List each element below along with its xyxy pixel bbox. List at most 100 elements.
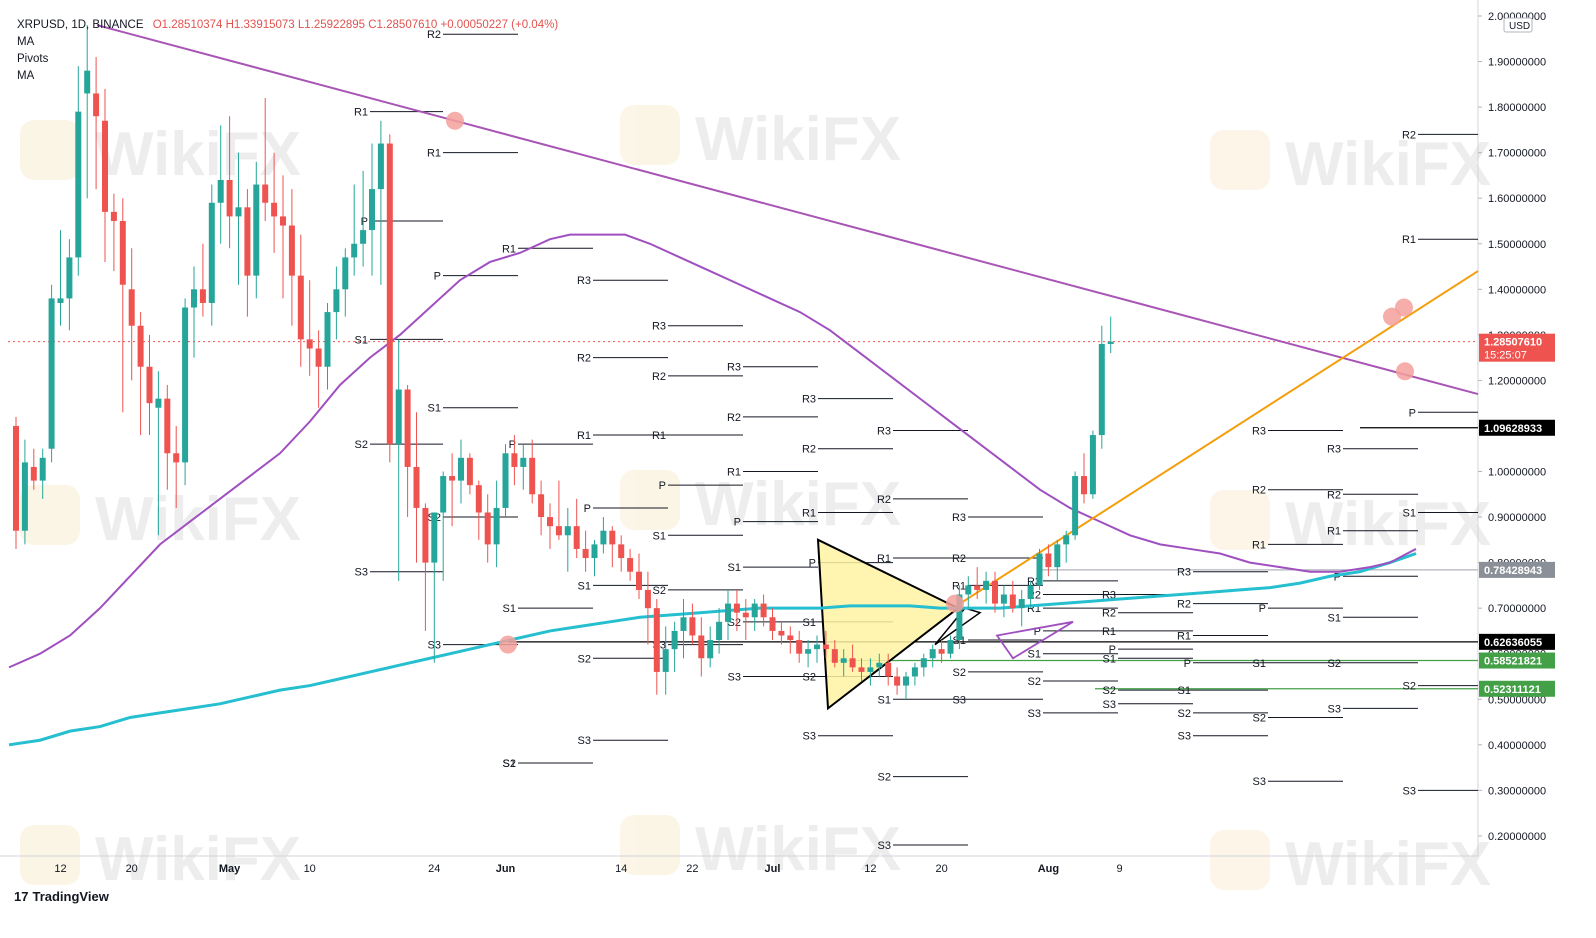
candle bbox=[805, 640, 812, 668]
pivot-label: R2 bbox=[952, 553, 966, 565]
candle bbox=[431, 512, 438, 663]
tradingview-logo[interactable]: 17 TradingView bbox=[14, 889, 109, 904]
candle-body bbox=[716, 621, 723, 641]
watermark-text: WikiFX bbox=[1285, 830, 1491, 899]
x-tick-label: 14 bbox=[615, 863, 627, 875]
y-tick-label: 0.50000000 bbox=[1488, 694, 1546, 706]
pivot-label: S1 bbox=[355, 334, 368, 346]
candle bbox=[110, 193, 117, 272]
pivot-label: R2 bbox=[877, 494, 891, 506]
highlight-marker bbox=[946, 594, 964, 613]
pivot-label: R2 bbox=[577, 353, 591, 365]
symbol-label[interactable]: XRPUSD, 1D, BINANCE bbox=[17, 19, 144, 31]
x-tick-label: Jul bbox=[765, 863, 781, 875]
candle bbox=[680, 599, 687, 659]
x-tick-label: 20 bbox=[935, 863, 947, 875]
candle bbox=[119, 198, 126, 413]
candle bbox=[48, 284, 55, 463]
pivot-label: R3 bbox=[952, 512, 966, 524]
candle-body bbox=[760, 603, 767, 618]
candle bbox=[644, 571, 651, 645]
candle-body bbox=[796, 640, 803, 654]
price-label: 0.78428943 bbox=[1479, 561, 1555, 578]
pivot-label: S1 bbox=[503, 758, 516, 770]
pivot-label: S1 bbox=[503, 603, 516, 615]
pivot-label: S3 bbox=[1028, 708, 1041, 720]
pivot-label: P bbox=[1034, 626, 1041, 638]
watermark-text: WikiFX bbox=[1285, 130, 1491, 199]
candle-body bbox=[840, 658, 847, 663]
pivot-label: S1 bbox=[1178, 685, 1191, 697]
x-tick-label: 9 bbox=[1117, 863, 1123, 875]
candle-body bbox=[48, 298, 55, 449]
x-tick-label: 10 bbox=[304, 863, 316, 875]
candle-body bbox=[831, 649, 838, 663]
price-label-bg bbox=[1479, 333, 1555, 362]
candle bbox=[208, 184, 215, 326]
candle-body bbox=[956, 594, 963, 641]
candle bbox=[297, 234, 304, 367]
pivot-label: R1 bbox=[1402, 234, 1416, 246]
ohlc-values: O1.28510374 H1.33915073 L1.25922895 C1.2… bbox=[152, 19, 559, 31]
price-label-value: 0.58521821 bbox=[1484, 656, 1542, 668]
candle-body bbox=[137, 325, 144, 367]
candle-body bbox=[155, 398, 162, 408]
highlight-marker bbox=[1395, 298, 1413, 317]
y-tick-label: 0.20000000 bbox=[1488, 831, 1546, 843]
pivot-label: S3 bbox=[728, 671, 741, 683]
candle-body bbox=[431, 512, 438, 563]
candle-body bbox=[386, 143, 393, 445]
x-tick-label: May bbox=[219, 863, 241, 875]
pivot-label: S1 bbox=[1253, 658, 1266, 670]
candle bbox=[974, 567, 981, 600]
candle-body bbox=[1063, 535, 1070, 545]
pivot-label: S2 bbox=[1028, 676, 1041, 688]
pivot-label: P bbox=[659, 480, 666, 492]
pivot-label: S2 bbox=[653, 585, 666, 597]
candle bbox=[84, 25, 91, 199]
y-tick-label: 1.80000000 bbox=[1488, 102, 1546, 114]
candle bbox=[520, 444, 527, 490]
pivot-label: R1 bbox=[877, 553, 891, 565]
indicator-ma-1[interactable]: MA bbox=[17, 36, 35, 48]
candle-body bbox=[128, 289, 135, 326]
candle bbox=[671, 621, 678, 672]
indicator-ma-2[interactable]: MA bbox=[17, 70, 35, 82]
x-tick-label: 20 bbox=[126, 863, 138, 875]
candle bbox=[182, 298, 189, 486]
candle bbox=[288, 189, 295, 326]
candle bbox=[449, 453, 456, 527]
highlight-marker bbox=[446, 111, 464, 130]
x-tick-label: Aug bbox=[1038, 863, 1059, 875]
candle-body bbox=[333, 289, 340, 313]
candle bbox=[1009, 580, 1016, 613]
candle bbox=[13, 416, 19, 549]
candle bbox=[707, 626, 714, 668]
candle-body bbox=[244, 207, 251, 276]
pivot-label: R2 bbox=[652, 371, 666, 383]
candle-body bbox=[502, 453, 509, 508]
price-label-bg bbox=[1479, 561, 1555, 578]
pivot-label: R1 bbox=[652, 430, 666, 442]
candle-body bbox=[903, 676, 909, 686]
pivot-label: P bbox=[1409, 407, 1416, 419]
watermark-logo-icon bbox=[620, 815, 680, 875]
price-label-bg bbox=[1479, 419, 1555, 436]
candle-body bbox=[938, 649, 945, 654]
indicator-pivots[interactable]: Pivots bbox=[17, 53, 49, 65]
candle bbox=[458, 439, 464, 504]
candle-body bbox=[1000, 594, 1007, 604]
candle bbox=[21, 439, 28, 545]
pivot-label: P bbox=[361, 216, 368, 228]
candle-body bbox=[297, 275, 304, 340]
candle-body bbox=[342, 257, 349, 290]
candle-body bbox=[555, 526, 562, 536]
price-label: 1.09628933 bbox=[1479, 419, 1555, 436]
candle-body bbox=[191, 289, 197, 308]
pivot-label: S2 bbox=[953, 667, 966, 679]
pivot-label: R3 bbox=[1177, 567, 1191, 579]
watermark-logo-icon bbox=[620, 105, 680, 165]
candle bbox=[217, 125, 224, 244]
